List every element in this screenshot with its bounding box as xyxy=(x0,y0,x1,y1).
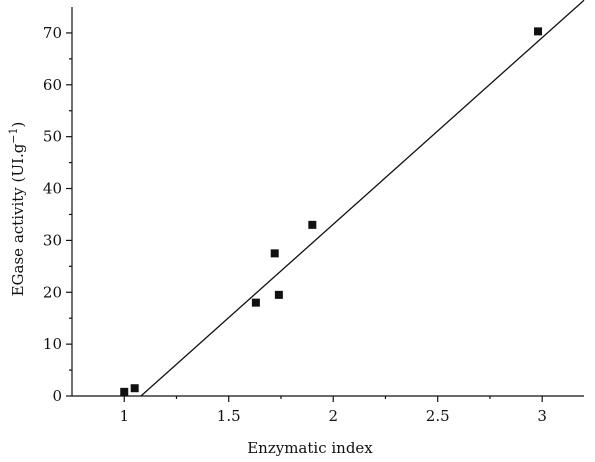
x-axis-title: Enzymatic index xyxy=(247,439,373,457)
y-tick-label: 40 xyxy=(43,180,62,198)
y-tick-label: 20 xyxy=(43,283,62,301)
data-point xyxy=(270,249,279,258)
data-point xyxy=(251,298,260,307)
x-tick-label: 3 xyxy=(537,407,547,425)
y-tick-label: 70 xyxy=(43,24,62,42)
x-tick-label: 2.5 xyxy=(426,407,450,425)
y-axis-title-main: EGase activity (UI.g xyxy=(9,143,27,296)
y-tick-label: 0 xyxy=(52,387,62,405)
x-tick-label: 2 xyxy=(328,407,338,425)
y-axis-title-tail: ) xyxy=(9,122,27,128)
x-tick-label: 1.5 xyxy=(217,407,241,425)
y-axis-title-group: EGase activity (UI.g−1) xyxy=(7,122,27,297)
y-tick-label: 10 xyxy=(43,335,62,353)
y-tick-label: 50 xyxy=(43,128,62,146)
y-tick-label: 30 xyxy=(43,231,62,249)
y-tick-label: 60 xyxy=(43,76,62,94)
x-tick-label: 1 xyxy=(119,407,129,425)
data-point xyxy=(534,27,543,36)
data-point xyxy=(120,387,129,396)
data-point xyxy=(308,220,317,229)
data-point xyxy=(130,384,139,393)
y-axis-title: EGase activity (UI.g−1) xyxy=(7,122,27,297)
linear-fit-line xyxy=(140,0,585,397)
y-axis-title-sup: −1 xyxy=(7,127,20,143)
data-point xyxy=(274,290,283,299)
